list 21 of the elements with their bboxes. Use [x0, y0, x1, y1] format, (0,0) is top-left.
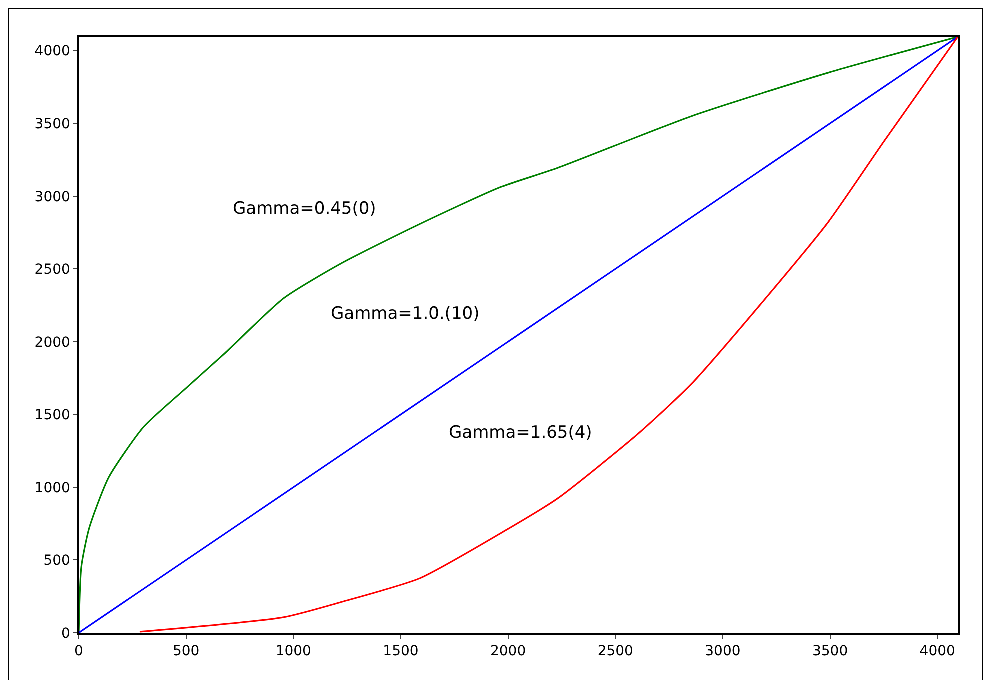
y-tick-label: 2000 [34, 334, 70, 351]
y-tick-label: 4000 [34, 44, 70, 60]
x-tick-label: 0 [74, 644, 84, 660]
x-tick-label: 3000 [705, 644, 741, 660]
y-tick-label: 3000 [34, 189, 70, 206]
y-tick-label: 2500 [34, 262, 70, 278]
x-tick-label: 4000 [920, 644, 956, 660]
x-tick-label: 2000 [490, 644, 526, 660]
y-tick-label: 1000 [34, 480, 70, 496]
series-label: Gamma=1.65(4) [449, 423, 592, 443]
y-tick-label: 1500 [34, 408, 70, 424]
x-tick-label: 3500 [812, 644, 848, 660]
x-tick-label: 1500 [383, 644, 419, 660]
y-tick-label: 3500 [34, 116, 70, 132]
x-tick-label: 2500 [598, 644, 634, 660]
x-tick-label: 500 [172, 644, 200, 660]
y-tick-label: 500 [44, 553, 70, 570]
series-label: Gamma=1.0.(10) [331, 304, 480, 324]
y-tick-label: 0 [62, 626, 70, 642]
x-tick-label: 1000 [276, 644, 312, 660]
series-label: Gamma=0.45(0) [233, 199, 376, 219]
